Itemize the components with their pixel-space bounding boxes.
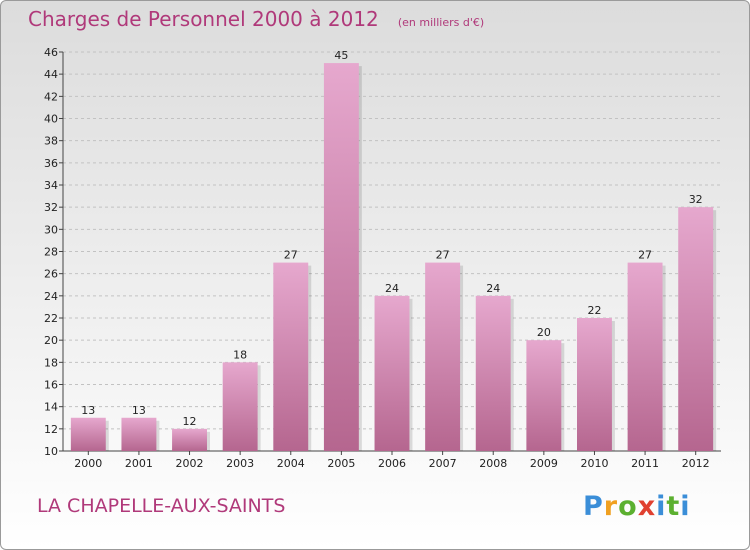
data-label: 13 [81,404,95,417]
x-tick-label: 2001 [125,457,153,470]
bar [323,63,359,451]
x-tick-label: 2004 [277,457,305,470]
x-tick-label: 2007 [429,457,457,470]
data-label: 24 [385,282,399,295]
y-tick-label: 32 [44,201,58,214]
bar [627,262,663,451]
y-tick-label: 30 [44,223,58,236]
x-tick-label: 2003 [226,457,254,470]
y-tick-label: 26 [44,268,58,281]
data-label: 22 [587,304,601,317]
logo-letter: o [618,491,638,522]
y-tick-label: 38 [44,135,58,148]
data-label: 20 [537,326,551,339]
proxiti-logo: Proxiti [583,491,691,522]
y-tick-label: 18 [44,356,58,369]
y-tick-label: 40 [44,113,58,126]
x-tick-label: 2008 [479,457,507,470]
logo-letter: i [680,491,691,522]
bar [526,340,562,451]
x-tick-label: 2011 [631,457,659,470]
logo-letter: P [583,491,604,522]
y-tick-label: 42 [44,90,58,103]
bar [475,295,511,451]
y-tick-label: 28 [44,246,58,259]
y-tick-label: 36 [44,157,58,170]
y-tick-label: 16 [44,379,58,392]
x-tick-label: 2010 [580,457,608,470]
data-label: 27 [638,249,652,262]
bar [374,295,410,451]
data-label: 24 [486,282,500,295]
data-label: 27 [284,249,298,262]
y-tick-label: 22 [44,312,58,325]
y-tick-label: 14 [44,401,58,414]
data-label: 13 [132,404,146,417]
y-tick-label: 24 [44,290,58,303]
bar [678,207,714,451]
y-tick-label: 20 [44,334,58,347]
x-tick-label: 2009 [530,457,558,470]
data-label: 32 [689,193,703,206]
logo-letter: i [656,491,667,522]
bar [273,262,309,451]
bar [121,417,157,451]
data-label: 27 [436,249,450,262]
commune-name: LA CHAPELLE-AUX-SAINTS [37,495,286,517]
chart-subtitle: (en milliers d'€) [397,16,485,29]
x-tick-label: 2012 [682,457,710,470]
y-tick-label: 44 [44,68,58,81]
bar [172,428,208,451]
logo-letter: t [666,491,681,522]
bar [222,362,258,451]
x-tick-label: 2006 [378,457,406,470]
y-tick-label: 10 [44,445,58,458]
logo-letter: r [603,491,619,522]
chart-title: Charges de Personnel 2000 à 2012 (en mil… [28,7,484,31]
y-tick-label: 46 [44,46,58,59]
logo-letter: x [637,491,657,522]
y-tick-label: 12 [44,423,58,436]
bar [425,262,461,451]
x-tick-label: 2000 [74,457,102,470]
y-tick-label: 34 [44,179,58,192]
x-tick-label: 2002 [176,457,204,470]
chart-title-main: Charges de Personnel 2000 à 2012 [28,7,379,31]
x-tick-label: 2005 [327,457,355,470]
data-label: 18 [233,348,247,361]
data-label: 12 [183,415,197,428]
data-label: 45 [334,49,348,62]
bar [70,417,106,451]
bar [576,318,612,451]
